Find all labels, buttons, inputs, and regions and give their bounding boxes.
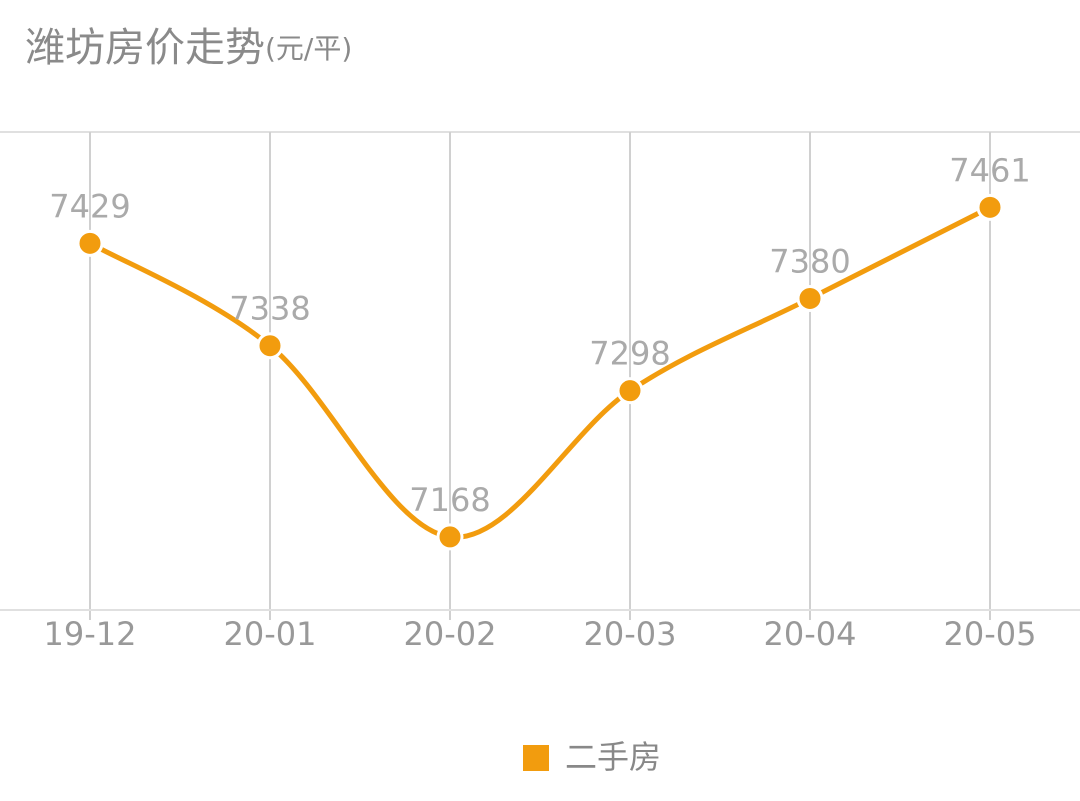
x-tick-label: 20-04 <box>764 615 857 653</box>
x-tick-label: 20-02 <box>404 615 497 653</box>
point <box>616 377 644 405</box>
point <box>76 229 104 257</box>
x-tick-label: 19-12 <box>44 615 137 653</box>
point <box>796 284 824 312</box>
point <box>256 332 284 360</box>
data-label: 7298 <box>589 335 670 373</box>
x-tick-label: 20-03 <box>584 615 677 653</box>
chart-title: 潍坊房价走势(元/平) <box>25 25 352 71</box>
x-tick-label: 20-01 <box>224 615 317 653</box>
point <box>436 523 464 551</box>
title-text: 潍坊房价走势 <box>25 25 265 71</box>
data-label: 7380 <box>769 242 850 280</box>
data-label: 7338 <box>229 290 310 328</box>
data-label: 7429 <box>49 187 130 225</box>
line <box>88 205 992 540</box>
legend-swatch <box>523 745 549 771</box>
x-tick-label: 20-05 <box>944 615 1037 653</box>
data-label: 7168 <box>409 481 490 519</box>
legend-label: 二手房 <box>565 738 661 776</box>
point <box>976 193 1004 221</box>
unit-text: (元/平) <box>265 32 352 65</box>
data-label: 7461 <box>949 151 1030 189</box>
